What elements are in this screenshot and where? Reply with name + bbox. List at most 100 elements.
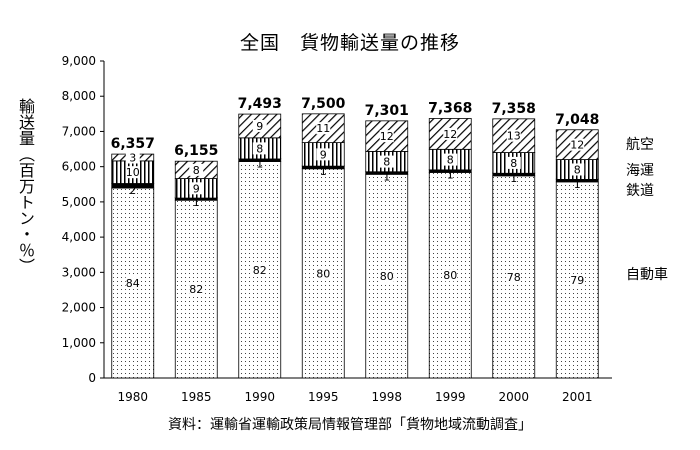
segment-label-bg	[252, 142, 267, 155]
segment-label-bg	[252, 119, 267, 132]
segment-label-rail: 1	[447, 168, 454, 181]
x-tick-label: 2001	[562, 390, 593, 404]
legend-item-air: 航空	[626, 137, 654, 153]
y-tick-label: 2,000	[62, 301, 96, 315]
x-tick-label: 1999	[435, 390, 466, 404]
segment-label-bg	[570, 138, 585, 151]
legend-item-sea: 海運	[626, 163, 654, 179]
segment-label-bg	[316, 148, 331, 161]
x-tick-label: 2000	[498, 390, 529, 404]
y-tick-label: 0	[88, 371, 96, 385]
segment-label-truck: 82	[253, 264, 267, 277]
y-tick-label: 3,000	[62, 265, 96, 279]
segment-label-bg	[443, 269, 458, 282]
segment-label-bg	[252, 263, 267, 276]
bar-group-1995: 80 1 9 11 7,500 1995	[301, 96, 346, 404]
segment-label-bg	[443, 127, 458, 140]
segment-label-air: 8	[193, 164, 200, 177]
bar-group-1980: 84 2 10 36,357 1980	[111, 136, 155, 404]
segment-label-rail: 1	[320, 165, 327, 178]
segment-label-bg	[570, 163, 585, 176]
legend-item-rail: 鉄道	[626, 183, 654, 199]
y-tick-label: 6,000	[62, 160, 96, 174]
bar-group-1985: 82 19 8 6,155 1985	[174, 143, 218, 404]
segment-label-truck: 80	[443, 269, 457, 282]
segment-label-truck: 82	[189, 283, 203, 296]
chart-title: 全国 貨物輸送量の推移	[239, 32, 460, 54]
segment-label-sea: 8	[383, 156, 390, 169]
total-label: 6,357	[111, 136, 155, 152]
segment-label-bg	[125, 277, 140, 290]
y-tick-label: 7,000	[62, 124, 96, 138]
total-label: 6,155	[174, 143, 218, 159]
segment-label-rail: 1	[256, 158, 263, 171]
legend-item-truck: 自動車	[626, 267, 668, 283]
segment-label-air: 12	[570, 139, 584, 152]
segment-label-bg	[379, 270, 394, 283]
segment-label-bg	[379, 130, 394, 143]
segment-label-sea: 10	[126, 166, 140, 179]
segment-label-bg	[125, 166, 140, 179]
y-tick-label: 4,000	[62, 230, 96, 244]
segment-label-truck: 78	[507, 271, 521, 284]
axes: 0 1,000 2,000 3,000 4,000 5,000 6,000 7,000 8,00…	[62, 54, 612, 385]
y-tick-label: 8,000	[62, 89, 96, 103]
segment-label-bg	[316, 267, 331, 280]
segment-label-bg	[506, 156, 521, 169]
segment-label-sea: 9	[193, 182, 200, 195]
x-tick-label: 1995	[308, 390, 339, 404]
bar-group-1998: 80 18 12 7,301 1998	[365, 103, 409, 404]
total-label: 7,500	[301, 96, 346, 112]
segment-label-truck: 79	[570, 274, 584, 287]
segment-label-sea: 9	[320, 148, 327, 161]
x-tick-label: 1998	[371, 390, 402, 404]
segment-label-truck: 80	[380, 270, 394, 283]
total-label: 7,493	[238, 96, 282, 112]
y-tick-label: 9,000	[62, 54, 96, 68]
segment-label-rail: 1	[510, 172, 517, 185]
total-label: 7,358	[492, 101, 536, 117]
segment-label-air: 3	[129, 151, 136, 164]
bar-group-2001: 79 1 8 12 7,048 2001	[555, 112, 599, 404]
segment-label-rail: 1	[193, 196, 200, 209]
segment-label-bg	[189, 182, 204, 195]
segment-label-air: 11	[316, 122, 330, 135]
segment-label-sea: 8	[574, 163, 581, 176]
bar-group-2000: 78 1 8 13 7,358 2000	[492, 101, 536, 404]
segment-label-bg	[570, 273, 585, 286]
segment-label-air: 12	[443, 128, 457, 141]
segment-label-bg	[506, 270, 521, 283]
segment-label-bg	[125, 151, 140, 164]
x-tick-label: 1985	[181, 390, 212, 404]
segment-label-air: 12	[380, 130, 394, 143]
segment-label-bg	[506, 129, 521, 142]
bar-group-1999: 80 18 12 7,368 1999	[428, 100, 472, 404]
segment-label-sea: 8	[510, 157, 517, 170]
x-tick-label: 1980	[117, 390, 148, 404]
bars: 8421036,3571980821986,1551985821897,4931…	[111, 96, 600, 404]
segment-label-truck: 80	[316, 267, 330, 280]
y-tick-label: 1,000	[62, 336, 96, 350]
segment-label-rail: 1	[574, 178, 581, 191]
source-note: 資料：運輸省運輸政策局情報管理部「貨物地域流動調査」	[168, 417, 532, 433]
segment-label-bg	[379, 155, 394, 168]
segment-label-rail: 1	[383, 170, 390, 183]
segment-label-rail: 2	[129, 184, 136, 197]
segment-label-bg	[189, 163, 204, 176]
y-axis-label: 輸送量（百万トン・％）	[16, 98, 35, 274]
total-label: 7,301	[365, 103, 409, 119]
segment-label-truck: 84	[126, 277, 140, 290]
segment-label-air: 13	[507, 130, 521, 143]
x-tick-label: 1990	[244, 390, 275, 404]
total-label: 7,368	[428, 100, 472, 116]
segment-label-bg	[189, 283, 204, 296]
y-tick-label: 5,000	[62, 195, 96, 209]
segment-label-bg	[443, 153, 458, 166]
bar-group-1990: 82 1 8 9 7,493 1990	[238, 96, 282, 404]
segment-label-sea: 8	[256, 142, 263, 155]
segment-label-air: 9	[256, 120, 263, 133]
segment-label-bg	[316, 122, 331, 135]
segment-label-sea: 8	[447, 154, 454, 167]
total-label: 7,048	[555, 112, 599, 128]
